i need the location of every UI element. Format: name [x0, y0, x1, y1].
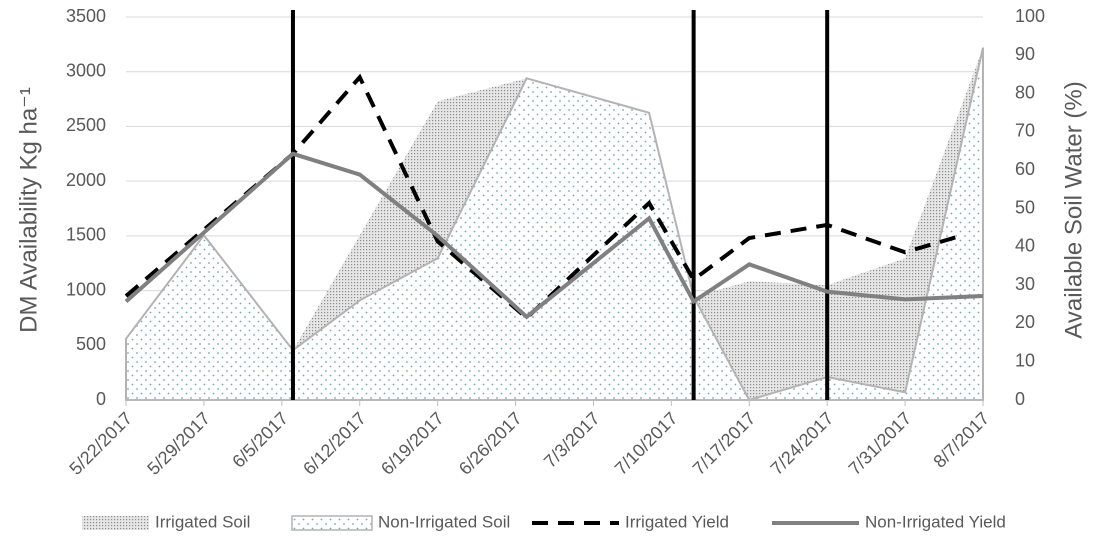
y2-tick-label: 90	[1015, 44, 1035, 64]
x-tick-label: 8/7/2017	[929, 408, 993, 472]
y2-tick-label: 10	[1015, 350, 1035, 370]
area	[125, 47, 984, 402]
y2-tick-label: 80	[1015, 82, 1035, 102]
y-tick-label: 0	[96, 389, 106, 409]
y2-tick-label: 50	[1015, 197, 1035, 217]
y-axis-title: DM Availability Kg ha⁻¹	[15, 87, 42, 333]
legend-label: Non-Irrigated Yield	[865, 512, 1006, 531]
y2-tick-label: 60	[1015, 159, 1035, 179]
legend-label: Irrigated Soil	[155, 512, 250, 531]
x-tick-label: 6/12/2017	[299, 408, 370, 479]
y2-tick-label: 20	[1015, 312, 1035, 332]
x-tick-label: 5/29/2017	[143, 408, 214, 479]
line	[124, 151, 984, 320]
y-tick-label: 1000	[66, 279, 106, 299]
x-tick-label: 6/5/2017	[228, 408, 292, 472]
line	[124, 73, 962, 321]
y-tick-label: 500	[76, 334, 106, 354]
x-tick-label: 7/24/2017	[767, 408, 838, 479]
legend-swatch	[82, 516, 149, 530]
y2-tick-label: 100	[1015, 6, 1045, 26]
x-tick-label: 7/10/2017	[611, 408, 682, 479]
y2-tick-label: 70	[1015, 121, 1035, 141]
legend-swatch	[291, 515, 373, 531]
x-tick-label: 5/22/2017	[65, 408, 136, 479]
x-tick-label: 7/17/2017	[689, 408, 760, 479]
y-tick-label: 3000	[66, 60, 106, 80]
x-tick-label: 6/19/2017	[377, 408, 448, 479]
y2-tick-label: 0	[1015, 389, 1025, 409]
x-tick-label: 7/31/2017	[845, 408, 916, 479]
y-tick-label: 1500	[66, 225, 106, 245]
y-tick-label: 2500	[66, 115, 106, 135]
legend-label: Non-Irrigated Soil	[378, 512, 510, 531]
y2-axis-title: Available Soil Water (%)	[1060, 81, 1087, 338]
x-tick-label: 6/26/2017	[455, 408, 526, 479]
x-tick-label: 7/3/2017	[540, 408, 604, 472]
y-tick-label: 2000	[66, 170, 106, 190]
legend-label: Irrigated Yield	[625, 512, 729, 531]
y-tick-label: 3500	[66, 6, 106, 26]
y2-tick-label: 40	[1015, 236, 1035, 256]
y2-tick-label: 30	[1015, 274, 1035, 294]
